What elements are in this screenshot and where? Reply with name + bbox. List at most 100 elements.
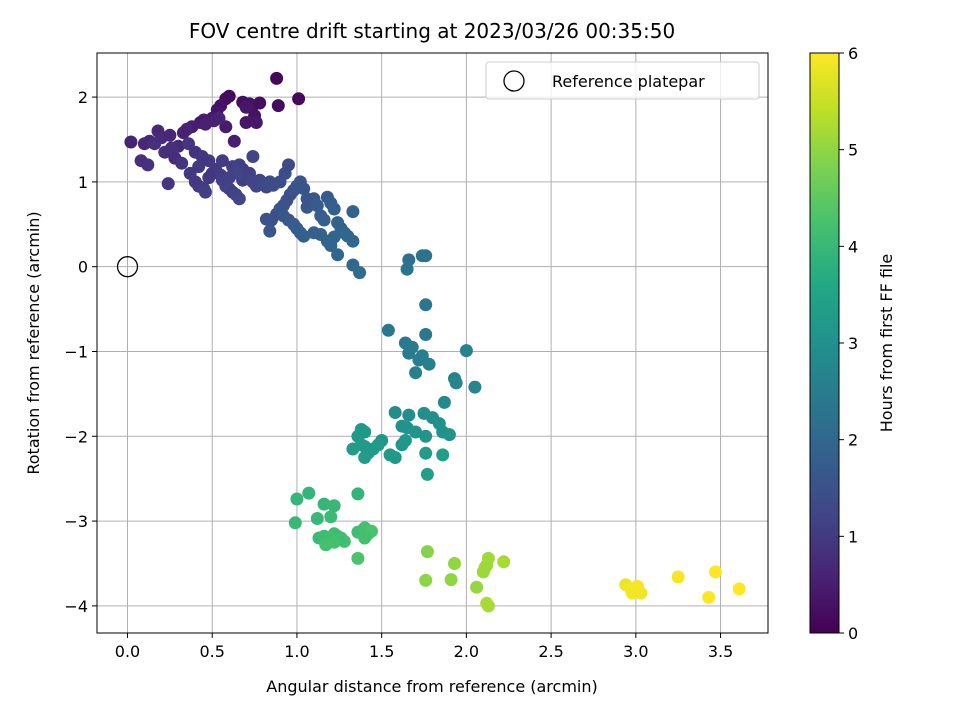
colorbar-bar [809,52,840,634]
data-point [195,150,209,163]
data-point [292,92,306,106]
data-point [148,137,162,151]
data-point [351,551,365,565]
data-point [253,96,267,110]
reference-platepar-point [116,256,139,278]
legend: Reference platepar [485,61,760,100]
data-point [232,192,246,206]
data-point [351,487,365,501]
data-point [388,406,402,419]
data-point [297,229,311,243]
x-tick-label: 1.0 [284,642,309,661]
data-point [163,128,177,142]
data-point [327,535,341,549]
data-point [419,249,433,263]
data-point [288,516,302,530]
data-point [270,71,284,85]
grid-lines [97,53,768,633]
data-point [437,395,451,409]
data-point [317,497,331,511]
x-axis-ticks: 0.0 0.5 1.0 1.5 2.0 2.5 3.0 3.5 [115,633,733,661]
plot-background [97,53,768,633]
colorbar-tick-label: 2 [848,431,858,450]
y-tick-label: 2 [78,88,88,107]
data-point [239,116,253,129]
data-point [402,346,416,360]
data-point [732,582,746,596]
reference-marker [116,256,139,278]
data-point [207,114,221,128]
data-point [409,425,423,439]
data-point [442,428,456,442]
y-axis-ticks: −4 −3 −2 −1 0 1 2 [64,88,97,616]
data-point [381,323,395,337]
data-point [358,531,372,545]
data-point [314,228,328,241]
y-tick-label: −4 [64,597,88,616]
y-axis-label: Rotation from reference (arcmin) [24,211,43,474]
data-point [470,580,484,594]
data-point [478,561,492,575]
colorbar-ticks: 0 1 2 3 4 5 6 [839,44,858,643]
data-point [327,202,341,216]
data-point [198,185,212,199]
data-point [124,135,138,149]
y-tick-label: −1 [64,342,88,361]
data-point [634,586,648,600]
data-point [459,344,473,358]
y-tick-label: −3 [64,512,88,531]
data-point [400,262,414,276]
data-point [222,171,236,185]
data-point [324,510,338,524]
data-point [310,512,324,525]
data-point [420,467,434,481]
data-point [420,545,434,559]
data-point [259,212,273,226]
legend-box [485,61,760,100]
plot-frame [96,52,769,634]
data-point [419,298,433,312]
data-point [246,150,260,163]
scatter-points [124,71,746,613]
data-point [402,408,416,422]
data-point [141,158,155,172]
x-tick-label: 0.5 [199,642,224,661]
data-point [327,499,341,513]
data-point [215,154,229,168]
data-point [165,141,179,155]
x-tick-label: 2.0 [454,642,479,661]
x-tick-label: 2.5 [538,642,563,661]
data-point [282,158,295,172]
data-point [324,239,338,252]
data-point [436,448,450,462]
data-point [353,266,367,280]
data-point [702,590,716,604]
data-point [383,448,397,462]
colorbar-tick-label: 3 [848,334,858,353]
data-point [346,234,360,248]
data-point [481,599,495,613]
data-point [419,328,433,341]
data-point [497,555,511,569]
data-point [290,492,304,506]
data-point [331,248,345,262]
x-tick-label: 3.0 [623,642,648,661]
data-point [346,442,360,456]
data-point [271,99,285,113]
data-point [412,353,426,367]
data-point [449,376,463,390]
data-point [409,366,423,380]
data-point [192,160,206,174]
data-point [273,175,287,189]
data-point [395,438,409,452]
colorbar-tick-label: 6 [848,44,858,63]
data-point [161,177,175,191]
legend-label-reference: Reference platepar [552,72,705,91]
data-point [263,224,277,238]
data-point [310,199,324,213]
data-point [448,557,461,570]
data-point [444,573,458,587]
x-tick-label: 0.0 [115,642,140,661]
data-point [671,570,685,584]
